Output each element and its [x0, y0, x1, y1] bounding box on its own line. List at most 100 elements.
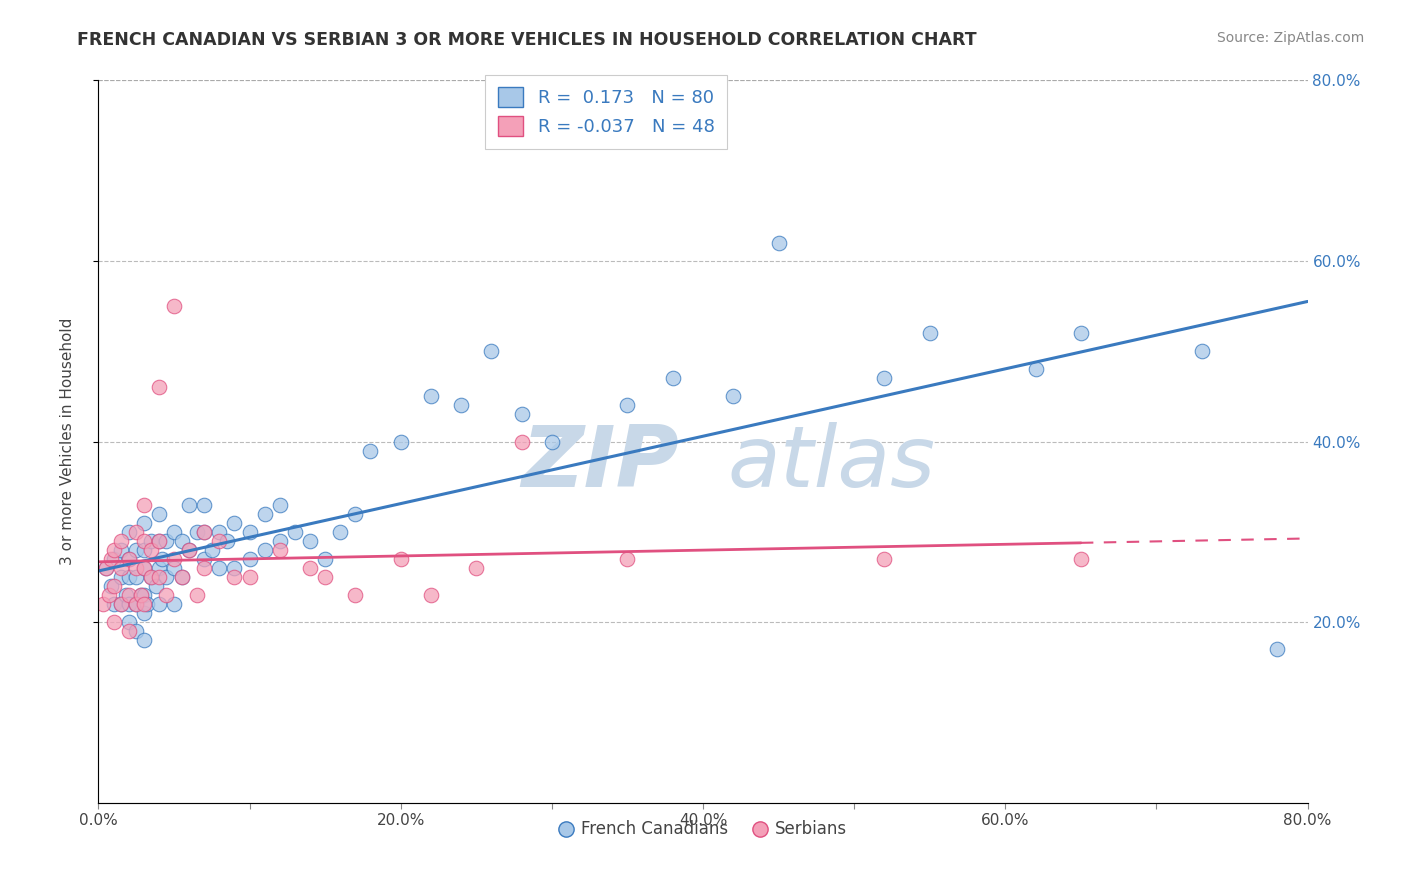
Point: [269, 533, 291, 548]
Point: [110, 561, 132, 575]
Point: [98, 588, 121, 602]
Point: [110, 542, 132, 557]
Point: [110, 533, 132, 548]
Point: [239, 524, 262, 539]
Point: [118, 624, 141, 639]
Point: [510, 408, 533, 422]
Point: [179, 498, 201, 512]
Point: [616, 398, 638, 412]
Point: [193, 552, 215, 566]
Point: [141, 533, 163, 548]
Point: [103, 552, 125, 566]
Point: [125, 542, 148, 557]
Point: [208, 524, 231, 539]
Point: [148, 380, 170, 394]
Point: [208, 533, 231, 548]
Point: [148, 507, 170, 521]
Point: [918, 326, 941, 340]
Point: [253, 542, 276, 557]
Point: [125, 597, 148, 611]
Point: [1070, 552, 1092, 566]
Point: [155, 570, 177, 584]
Point: [186, 588, 208, 602]
Point: [540, 434, 562, 449]
Point: [284, 524, 307, 539]
Point: [141, 542, 163, 557]
Y-axis label: 3 or more Vehicles in Household: 3 or more Vehicles in Household: [60, 318, 75, 566]
Point: [125, 624, 148, 639]
Point: [148, 570, 170, 584]
Point: [208, 561, 231, 575]
Point: [661, 371, 683, 385]
Point: [150, 552, 173, 566]
Point: [329, 524, 352, 539]
Text: FRENCH CANADIAN VS SERBIAN 3 OR MORE VEHICLES IN HOUSEHOLD CORRELATION CHART: FRENCH CANADIAN VS SERBIAN 3 OR MORE VEH…: [77, 31, 977, 49]
Point: [360, 443, 382, 458]
Point: [170, 570, 193, 584]
Point: [723, 389, 745, 403]
Point: [118, 588, 141, 602]
Point: [135, 597, 157, 611]
Point: [118, 570, 141, 584]
Point: [94, 561, 117, 575]
Point: [155, 533, 177, 548]
Point: [163, 299, 186, 313]
Point: [132, 633, 155, 648]
Point: [193, 561, 215, 575]
Point: [110, 570, 132, 584]
Point: [110, 597, 132, 611]
Point: [481, 344, 503, 359]
Point: [141, 570, 163, 584]
Point: [118, 552, 141, 566]
Point: [110, 597, 132, 611]
Point: [389, 434, 412, 449]
Point: [420, 389, 443, 403]
Point: [193, 524, 215, 539]
Point: [118, 615, 141, 630]
Point: [163, 552, 186, 566]
Point: [132, 561, 155, 575]
Point: [253, 507, 276, 521]
Point: [389, 552, 412, 566]
Point: [132, 597, 155, 611]
Point: [420, 588, 443, 602]
Point: [465, 561, 488, 575]
Point: [239, 570, 262, 584]
Point: [873, 371, 896, 385]
Point: [103, 615, 125, 630]
Point: [299, 561, 322, 575]
Point: [215, 533, 238, 548]
Point: [163, 524, 186, 539]
Point: [145, 579, 167, 593]
Point: [1070, 326, 1092, 340]
Point: [344, 588, 367, 602]
Point: [616, 552, 638, 566]
Point: [132, 588, 155, 602]
Point: [314, 570, 336, 584]
Point: [163, 597, 186, 611]
Text: ZIP: ZIP: [522, 422, 679, 505]
Point: [314, 552, 336, 566]
Point: [103, 579, 125, 593]
Point: [132, 561, 155, 575]
Point: [132, 516, 155, 530]
Point: [155, 588, 177, 602]
Point: [186, 524, 208, 539]
Text: atlas: atlas: [727, 422, 935, 505]
Point: [170, 570, 193, 584]
Point: [129, 588, 152, 602]
Point: [148, 597, 170, 611]
Legend: French Canadians, Serbians: French Canadians, Serbians: [553, 814, 853, 845]
Point: [118, 597, 141, 611]
Text: Source: ZipAtlas.com: Source: ZipAtlas.com: [1216, 31, 1364, 45]
Point: [299, 533, 322, 548]
Point: [344, 507, 367, 521]
Point: [129, 588, 152, 602]
Point: [269, 498, 291, 512]
Point: [1024, 362, 1046, 376]
Point: [1191, 344, 1213, 359]
Point: [510, 434, 533, 449]
Point: [170, 533, 193, 548]
Point: [193, 524, 215, 539]
Point: [224, 570, 246, 584]
